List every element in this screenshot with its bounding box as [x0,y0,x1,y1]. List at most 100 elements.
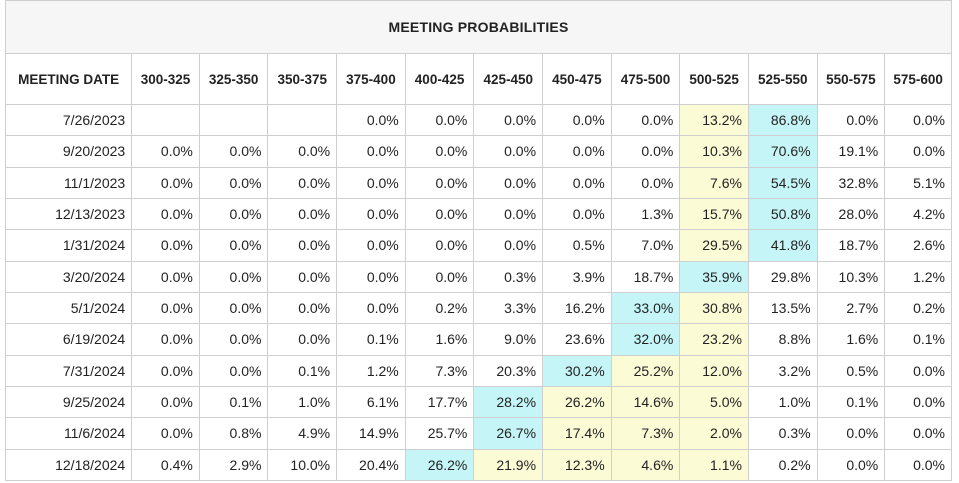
probability-cell [131,103,200,137]
probability-cell: 19.1% [816,135,886,168]
table-row: 3/20/2024 0.0% 0.0% 0.0% 0.0% 0.0% 0.3% 3.9% 18.… [4,260,952,293]
probability-cell: 0.0% [198,260,269,293]
probability-cell: 0.0% [131,323,200,356]
probability-cell: 0.0% [473,229,544,262]
meeting-date-cell: 12/18/2024 [4,448,133,482]
probability-cell: 0.0% [884,354,952,387]
probability-cell: 26.2% [542,385,612,419]
probability-cell: 5.0% [679,385,749,419]
probability-cell: 3.9% [542,260,612,293]
probability-cell: 25.7% [404,417,475,450]
probability-cell [198,103,269,137]
probability-cell: 0.0% [198,197,269,231]
column-header: 475-500 [610,53,681,105]
probability-cell: 0.0% [131,166,200,199]
probability-cell: 0.0% [336,135,406,168]
table-title: MEETING PROBABILITIES [5,0,952,54]
probability-cell: 0.4% [131,448,200,482]
probability-cell: 18.7% [610,260,681,293]
probability-cell: 0.0% [131,229,200,262]
probability-cell: 13.5% [747,291,818,325]
probability-cell: 26.7% [473,417,544,450]
meeting-date-cell: 12/13/2023 [4,197,133,231]
probability-cell: 0.0% [198,135,269,168]
probability-cell: 1.6% [404,323,475,356]
probability-cell: 0.0% [473,103,544,137]
probability-cell: 1.0% [747,385,818,419]
table-row: 5/1/2024 0.0% 0.0% 0.0% 0.0% 0.2% 3.3% 16.2% 33.… [4,291,952,325]
probability-cell: 0.0% [884,135,952,168]
probability-cell: 0.0% [198,354,269,387]
table-row: 12/18/2024 0.4% 2.9% 10.0% 20.4% 26.2% 21.9% 12… [4,448,952,482]
probability-cell: 0.0% [267,166,338,199]
probability-cell: 0.0% [816,417,886,450]
probability-cell: 0.0% [884,103,952,137]
table-row: 7/26/2023 0.0% 0.0% 0.0% 0.0% 0.0% 13.2% 86.8% 0… [4,103,952,137]
probability-cell: 0.1% [336,323,406,356]
meeting-date-cell: 6/19/2024 [4,323,133,356]
probability-cell: 0.0% [884,448,952,482]
probability-cell: 0.0% [267,197,338,231]
probability-cell: 1.2% [336,354,406,387]
probability-cell: 0.0% [336,260,406,293]
meeting-date-cell: 1/31/2024 [4,229,133,262]
probability-cell: 9.0% [473,323,544,356]
probability-cell: 23.2% [679,323,749,356]
probability-cell: 0.0% [336,229,406,262]
table-row: 11/6/2024 0.0% 0.8% 4.9% 14.9% 25.7% 26.7% 17.4… [4,417,952,450]
probability-cell: 26.2% [404,448,475,482]
probability-cell: 7.6% [679,166,749,199]
probability-cell: 0.0% [610,135,681,168]
probability-cell: 0.0% [610,103,681,137]
probability-cell: 0.0% [542,103,612,137]
probability-cell [267,103,338,137]
probability-cell: 0.5% [816,354,886,387]
probability-cell: 2.9% [198,448,269,482]
probability-cell: 0.3% [747,417,818,450]
probability-cell: 0.0% [267,291,338,325]
probability-cell: 30.2% [542,354,612,387]
meeting-probabilities-table: MEETING PROBABILITIES MEETING DATE 300-3… [4,0,952,482]
probability-cell: 0.0% [542,197,612,231]
column-header: 300-325 [131,53,200,105]
table-body: 7/26/2023 0.0% 0.0% 0.0% 0.0% 0.0% 13.2% 86.8% 0… [4,103,952,482]
probability-cell: 50.8% [747,197,818,231]
probability-cell: 0.0% [131,417,200,450]
probability-cell: 15.7% [679,197,749,231]
probability-cell: 20.3% [473,354,544,387]
meeting-date-cell: 7/26/2023 [4,103,133,137]
probability-cell: 0.0% [336,166,406,199]
probability-cell: 7.3% [404,354,475,387]
probability-cell: 0.0% [131,354,200,387]
probability-cell: 0.0% [267,260,338,293]
probability-cell: 18.7% [816,229,886,262]
column-header-row: MEETING DATE 300-325 325-350 350-375 375… [4,53,952,105]
column-header: 450-475 [542,53,612,105]
probability-cell: 0.0% [198,229,269,262]
probability-cell: 1.2% [884,260,952,293]
probability-cell: 0.0% [131,197,200,231]
probability-cell: 0.0% [131,385,200,419]
table-row: 7/31/2024 0.0% 0.0% 0.1% 1.2% 7.3% 20.3% 30.2% 2… [4,354,952,387]
probability-cell: 30.8% [679,291,749,325]
meeting-date-cell: 7/31/2024 [4,354,133,387]
probability-cell: 17.7% [404,385,475,419]
probability-cell: 32.0% [610,323,681,356]
table-row: 9/25/2024 0.0% 0.1% 1.0% 6.1% 17.7% 28.2% 26.2%… [4,385,952,419]
probability-cell: 14.6% [610,385,681,419]
probability-cell: 0.0% [336,103,406,137]
meeting-date-cell: 3/20/2024 [4,260,133,293]
probability-cell: 0.0% [131,260,200,293]
probability-cell: 1.6% [816,323,886,356]
probability-cell: 0.0% [884,385,952,419]
table-row: 6/19/2024 0.0% 0.0% 0.0% 0.1% 1.6% 9.0% 23.6% 32… [4,323,952,356]
meeting-date-cell: 5/1/2024 [4,291,133,325]
probability-cell: 1.1% [679,448,749,482]
probability-cell: 1.0% [267,385,338,419]
probability-cell: 13.2% [679,103,749,137]
probability-cell: 2.7% [816,291,886,325]
probability-cell: 54.5% [747,166,818,199]
probability-cell: 0.0% [473,166,544,199]
probability-cell: 0.0% [198,291,269,325]
probability-cell: 35.9% [679,260,749,293]
